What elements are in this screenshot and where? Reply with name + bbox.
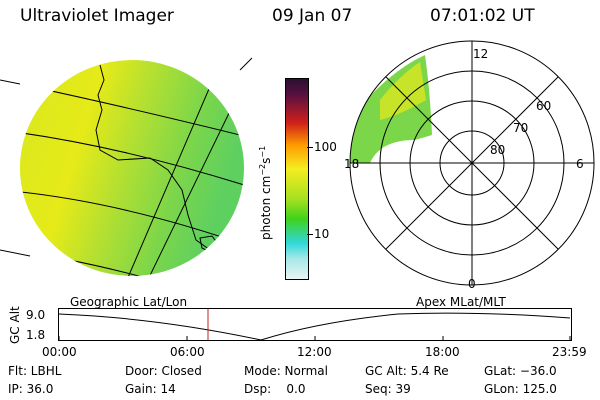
timeline-x-tick-2359: 23:59 [552,345,587,359]
altitude-curve [58,312,571,341]
polar-mlat-mlt-plot: 12 18 6 0 60 70 80 [344,40,595,291]
timeline-y-tick-bottom: 1.8 [26,328,46,342]
lat-label-80: 80 [490,143,505,157]
status-mode: Mode: Normal [244,364,328,378]
timeline-y-label: GC Alt [8,306,22,344]
colorbar-tick-10: 10 [314,227,330,241]
status-seq: Seq: 39 [365,382,411,396]
image-date: 09 Jan 07 [272,6,353,26]
status-glon: GLon: 125.0 [484,382,557,396]
imager-title: Ultraviolet Imager [20,6,174,26]
colorbar [285,78,309,280]
timeline-x-tick-0600: 06:00 [170,345,205,359]
altitude-timeline [58,308,572,341]
mlt-label-12: 12 [473,47,488,61]
status-glat: GLat: −36.0 [484,364,557,378]
timeline-left-label: Geographic Lat/Lon [70,295,188,309]
earth-disk [20,60,244,276]
timeline-x-tick-1200: 12:00 [297,345,332,359]
colorbar-unit-label: photon cm−2s−1 [258,145,273,240]
timeline-right-label: Apex MLat/MLT [416,295,506,309]
timeline-frame [58,308,572,341]
status-gc-alt: GC Alt: 5.4 Re [365,364,449,378]
mlt-label-18: 18 [344,157,359,171]
status-door: Door: Closed [125,364,202,378]
status-filter: Flt: LBHL [8,364,62,378]
earth-uv-image [0,57,253,276]
image-time: 07:01:02 UT [430,6,535,26]
lat-label-70: 70 [513,121,528,135]
status-gain: Gain: 14 [125,382,176,396]
timeline-x-tick-0000: 00:00 [42,345,77,359]
colorbar-tick-100: 100 [314,140,337,154]
mlt-label-0: 0 [468,277,476,291]
lat-label-60: 60 [536,99,551,113]
status-dsp: Dsp: 0.0 [244,382,306,396]
mlt-label-6: 6 [576,157,584,171]
timeline-x-tick-1800: 18:00 [425,345,460,359]
timeline-y-tick-top: 9.0 [26,308,46,322]
status-ip: IP: 36.0 [8,382,54,396]
